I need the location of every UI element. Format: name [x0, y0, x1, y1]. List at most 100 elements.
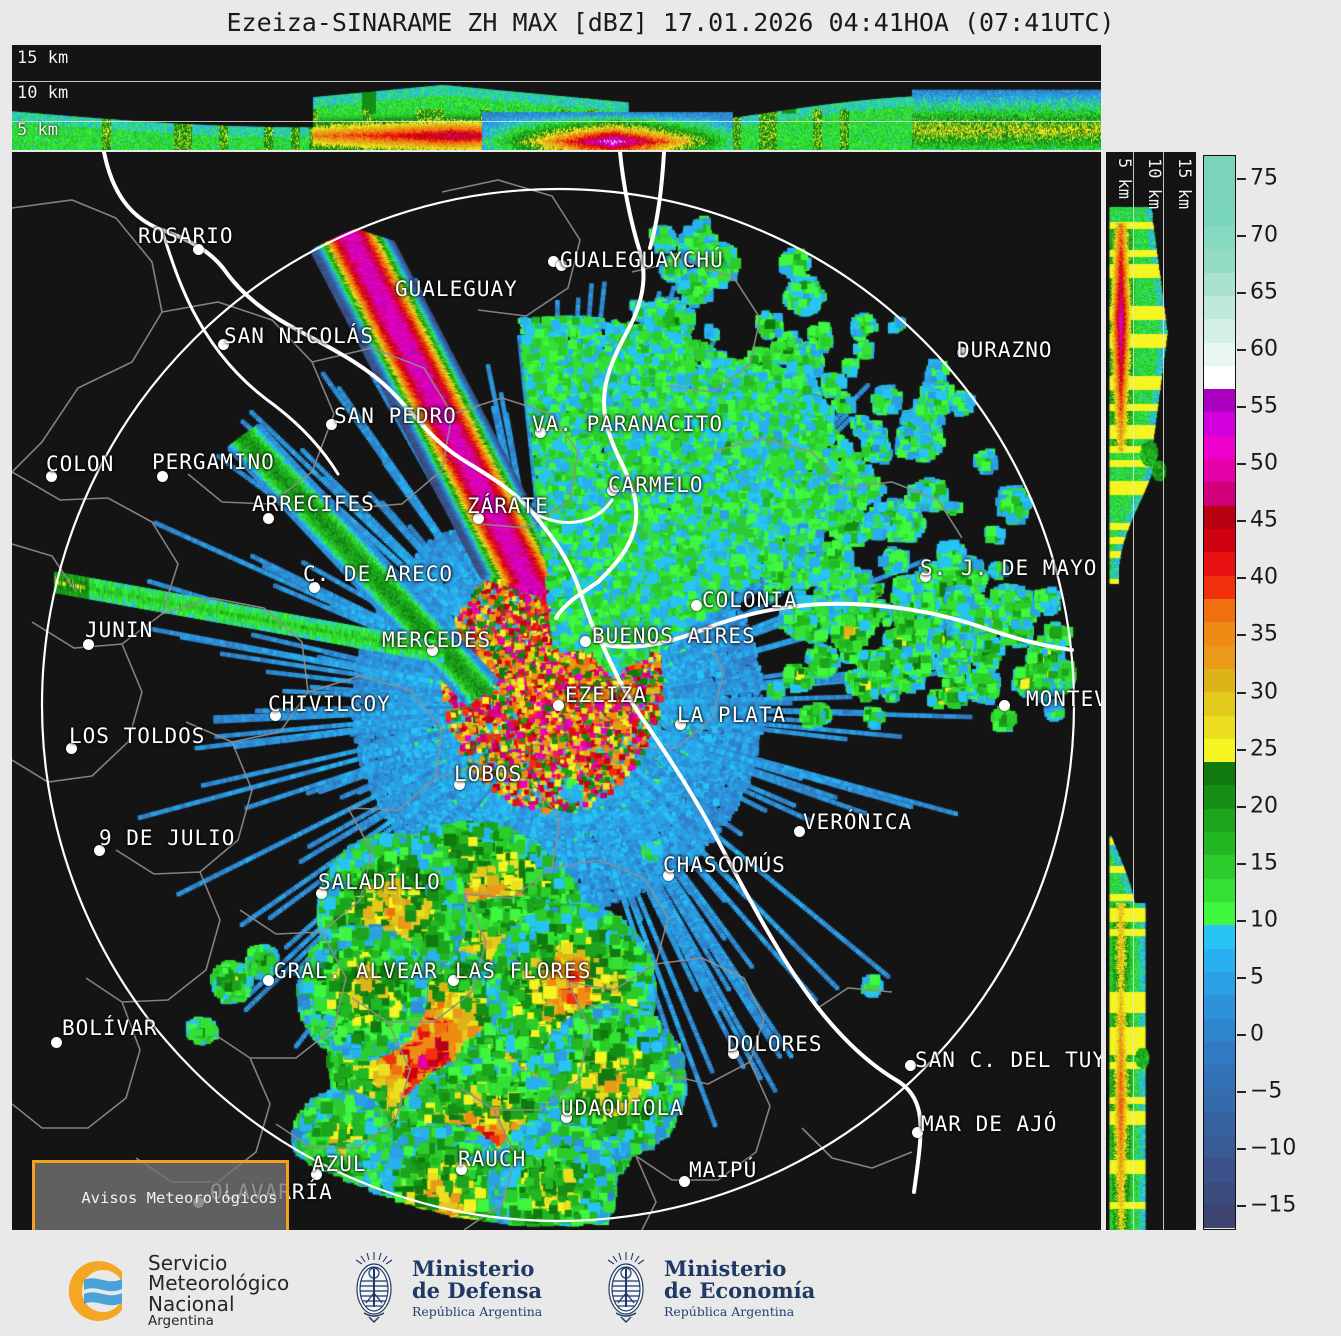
colorbar-segment: [1204, 878, 1235, 902]
smn-wordmark: Servicio Meteorológico Nacional Argentin…: [148, 1253, 289, 1329]
smn-line-1: Servicio: [148, 1251, 228, 1275]
colorbar-tick-label: 30: [1250, 679, 1278, 704]
map-vector-path: [631, 259, 761, 393]
logo-ministerio-defensa: Ministerio de Defensa República Argentin…: [345, 1251, 542, 1325]
economia-wordmark: Ministerio de Economía República Argenti…: [664, 1256, 815, 1318]
colorbar-segment: [1204, 995, 1235, 1019]
colorbar-segment: [1204, 319, 1235, 343]
city-marker-dot: [326, 419, 337, 430]
map-vector-path: [161, 597, 309, 743]
city-marker-dot: [83, 639, 94, 650]
city-marker-dot: [912, 1127, 923, 1138]
map-vector-path: [161, 301, 335, 505]
colorbar-tick: [1237, 349, 1246, 352]
city-marker-dot: [263, 513, 274, 524]
city-marker-dot: [448, 975, 459, 986]
colorbar-segment: [1204, 1158, 1235, 1182]
map-vector-path: [115, 741, 253, 875]
colorbar-tick: [1237, 463, 1246, 466]
radar-range-ring: [40, 187, 1076, 1223]
colorbar-tick: [1237, 177, 1246, 180]
city-marker-dot: [905, 1060, 916, 1071]
map-vector-path: [711, 437, 843, 489]
colorbar-segment: [1204, 575, 1235, 599]
smn-sub: Argentina: [148, 1313, 214, 1330]
colorbar-tick-label: 25: [1250, 736, 1278, 762]
colorbar-segment: [1204, 971, 1235, 996]
radar-map-panel[interactable]: ROSARIO GUALEGUAY GUALEGUAYCHÚ SAN NICOLÁS D…: [12, 152, 1101, 1230]
colorbar-tick-label: 60: [1250, 336, 1278, 362]
colorbar-tick-label: −10: [1250, 1135, 1297, 1161]
colorbar-segment: [1204, 1041, 1235, 1066]
city-marker-dot: [157, 471, 168, 482]
colorbar-segment: [1204, 459, 1235, 483]
city-marker-dot: [548, 256, 559, 267]
colorbar-segment: [1204, 179, 1235, 203]
city-marker-dot: [456, 1164, 467, 1175]
map-vector-path: [530, 498, 614, 524]
reflectivity-colorbar: [1203, 155, 1236, 1230]
map-vector-path: [648, 152, 666, 250]
map-vector-path: [351, 893, 487, 1023]
map-vector-path: [596, 152, 646, 584]
map-vector-path: [213, 931, 347, 1059]
city-marker-dot: [679, 1176, 690, 1187]
city-marker-dot: [309, 582, 320, 593]
colorbar-segment: [1204, 832, 1235, 856]
colorbar-tick-label: 50: [1250, 450, 1278, 476]
weather-warning-badge[interactable]: Avisos Meteorológicos a Muy Corto Plazo: [32, 1160, 290, 1230]
city-marker-dot: [535, 427, 546, 438]
colorbar-segment: [1204, 1205, 1235, 1229]
colorbar-tick-label: 10: [1250, 907, 1278, 933]
colorbar-segment: [1204, 156, 1235, 180]
colorbar-segment: [1204, 1181, 1235, 1206]
colorbar-tick: [1237, 634, 1246, 637]
city-marker-dot: [957, 347, 968, 358]
city-marker-dot: [270, 710, 281, 721]
badge-line-1: Avisos Meteorológicos: [81, 1189, 278, 1207]
top-height-label-5km: 5 km: [17, 120, 58, 140]
height-gridline-5km-right: [1133, 152, 1134, 1230]
colorbar-segment: [1204, 645, 1235, 669]
map-vector-path: [12, 543, 77, 593]
colorbar-tick-label: −15: [1250, 1192, 1297, 1218]
colorbar-segment: [1204, 668, 1235, 693]
colorbar-tick: [1237, 919, 1246, 922]
height-gridline-5km: [12, 121, 1101, 122]
province-boundaries: [12, 179, 963, 1230]
smn-mark-icon: [68, 1260, 122, 1321]
economia-line-1: Ministerio: [664, 1256, 787, 1282]
colorbar-segment: [1204, 249, 1235, 273]
map-vector-path: [600, 642, 923, 1194]
colorbar-tick: [1237, 691, 1246, 694]
top-cross-section-image: [12, 45, 1101, 150]
defensa-wordmark: Ministerio de Defensa República Argentin…: [412, 1257, 542, 1318]
right-cross-section-panel: 5 km 10 km 15 km: [1106, 152, 1196, 1230]
colorbar-segment: [1204, 389, 1235, 413]
escudo-nacional-icon: [355, 1252, 393, 1323]
map-vector-path: [451, 397, 579, 529]
map-overlay-vectors: [12, 152, 1076, 1230]
colorbar-tick-label: 45: [1250, 507, 1278, 533]
colorbar-segment: [1204, 1111, 1235, 1136]
colorbar-segment: [1204, 295, 1235, 320]
city-marker-dot: [218, 339, 229, 350]
map-vector-path: [841, 481, 963, 539]
height-gridline-10km-right: [1163, 152, 1164, 1230]
colorbar-segment: [1204, 738, 1235, 763]
city-marker-dot: [728, 1048, 739, 1059]
map-vector-path: [275, 1021, 411, 1149]
city-marker-dot: [999, 700, 1010, 711]
colorbar-tick: [1237, 805, 1246, 808]
map-vector-path: [307, 675, 443, 811]
colorbar-segment: [1204, 785, 1235, 809]
badge-line-2: a Muy Corto Plazo: [81, 1229, 240, 1230]
map-vector-path: [441, 179, 581, 317]
colorbar-segment: [1204, 948, 1235, 972]
city-marker-dot: [51, 1037, 62, 1048]
city-marker-dot: [561, 1112, 572, 1123]
city-marker-dot: [46, 471, 57, 482]
map-vector-path: [102, 152, 604, 646]
colorbar-segment: [1204, 762, 1235, 786]
colorbar-tick: [1237, 1091, 1246, 1094]
